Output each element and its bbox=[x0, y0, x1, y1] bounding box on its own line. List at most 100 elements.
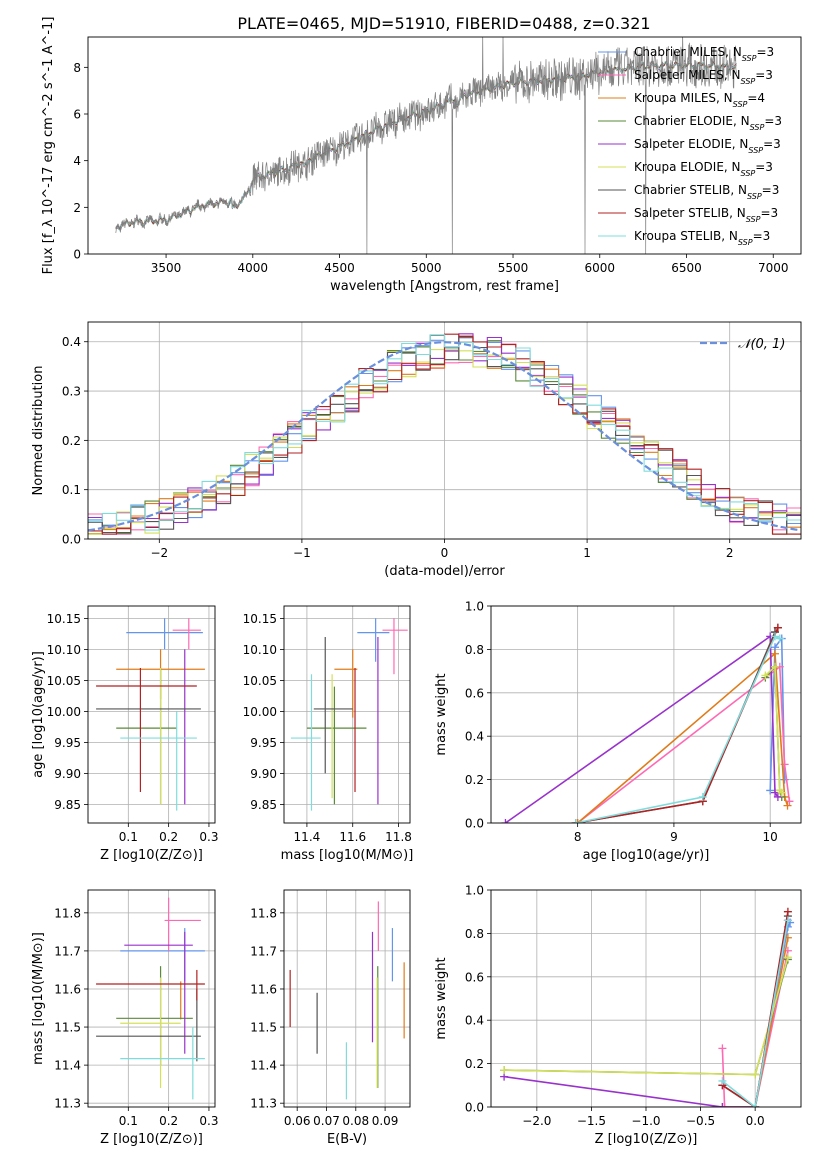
axes-frame: 0.06 0.07 0.08 0.09 11.3 11.4 11.5 11.6 11.7 11.8… bbox=[250, 889, 411, 1147]
x-tick-label: −1.5 bbox=[577, 1114, 606, 1128]
mass-weight-line bbox=[721, 920, 789, 1107]
mass-weight-marker bbox=[783, 907, 792, 916]
y-axis-label: mass weight bbox=[434, 673, 449, 755]
x-axis-label: Z [log10(Z/Z⊙)] bbox=[100, 1132, 203, 1147]
mass-weight-marker bbox=[783, 916, 792, 925]
y-tick-label: 6 bbox=[73, 108, 81, 122]
axes-frame: 8 9 10 0.0 0.2 0.4 0.6 0.8 1.0 age [log10(age/yr)… bbox=[434, 600, 802, 863]
x-tick-label: 0.2 bbox=[159, 830, 178, 844]
mass-weight-line bbox=[577, 652, 789, 823]
legend-label: Salpeter MILES, NSSP=3 bbox=[634, 68, 773, 86]
y-tick-label: 10.15 bbox=[243, 612, 277, 626]
x-tick-label: 7000 bbox=[758, 261, 789, 275]
y-tick-label: 0.2 bbox=[465, 773, 484, 787]
axes-border bbox=[283, 889, 411, 1108]
y-tick-label: 10.00 bbox=[243, 705, 277, 719]
axes-border bbox=[87, 605, 216, 824]
y-tick-label: 10.00 bbox=[47, 705, 81, 719]
legend-label: Salpeter ELODIE, NSSP=3 bbox=[634, 137, 781, 155]
y-tick-label: 0.2 bbox=[465, 1057, 484, 1071]
mass-weight-line bbox=[721, 911, 789, 1107]
y-tick-label: 0.2 bbox=[62, 434, 81, 448]
x-tick-label: 6500 bbox=[671, 261, 702, 275]
panel-age_vs_mass: 11.4 11.6 11.8 9.85 9.90 9.95 10.00 10.05 10.10 1… bbox=[243, 605, 414, 863]
mass-weight-marker bbox=[718, 1044, 727, 1053]
x-tick-label: 8 bbox=[574, 830, 582, 844]
y-tick-label: 10.10 bbox=[243, 643, 277, 657]
x-tick-label: −1 bbox=[293, 546, 311, 560]
legend-label: Kroupa ELODIE, NSSP=3 bbox=[634, 160, 773, 178]
x-tick-label: 0.07 bbox=[313, 1114, 340, 1128]
y-tick-label: 1.0 bbox=[465, 884, 484, 898]
x-tick-label: 0.0 bbox=[746, 1114, 765, 1128]
y-tick-label: 11.7 bbox=[54, 944, 81, 958]
x-tick-label: 4500 bbox=[324, 261, 355, 275]
x-tick-label: 11.4 bbox=[294, 830, 321, 844]
y-axis-label: Normed distribution bbox=[31, 366, 46, 496]
mass-weight-line bbox=[575, 631, 776, 823]
mass-weight-marker bbox=[766, 786, 775, 795]
mass-weight-marker bbox=[751, 1103, 760, 1107]
y-axis-label: mass weight bbox=[434, 957, 449, 1039]
y-axis-label: age [log10(age/yr)] bbox=[31, 651, 46, 778]
y-tick-label: 0.4 bbox=[465, 1014, 484, 1028]
axes-frame: 11.4 11.6 11.8 9.85 9.90 9.95 10.00 10.05 10.10 1… bbox=[243, 605, 414, 863]
mass-weight-marker bbox=[573, 819, 582, 823]
mass-weight-marker bbox=[773, 792, 782, 801]
legend-label: Chabrier ELODIE, NSSP=3 bbox=[634, 114, 782, 132]
mass-weight-marker bbox=[771, 788, 780, 797]
y-tick-label: 11.7 bbox=[250, 944, 277, 958]
x-axis-label: Z [log10(Z/Z⊙)] bbox=[100, 848, 203, 863]
mass-weight-marker bbox=[698, 792, 707, 801]
mass-weight-marker bbox=[777, 788, 786, 797]
y-tick-label: 11.8 bbox=[250, 906, 277, 920]
mass-weight-marker bbox=[718, 1076, 727, 1085]
x-tick-label: 0.3 bbox=[199, 830, 218, 844]
y-tick-label: 0.0 bbox=[465, 1101, 484, 1115]
y-tick-label: 11.3 bbox=[54, 1097, 81, 1111]
y-tick-label: 0.1 bbox=[62, 483, 81, 497]
mass-weight-line bbox=[575, 627, 779, 823]
y-tick-label: 0.8 bbox=[465, 927, 484, 941]
mass-weight-marker bbox=[501, 819, 510, 823]
x-tick-label: −2.0 bbox=[522, 1114, 551, 1128]
axes-border bbox=[87, 889, 216, 1108]
x-tick-label: 9 bbox=[670, 830, 678, 844]
x-tick-label: 4000 bbox=[238, 261, 269, 275]
legend-label: Chabrier STELIB, NSSP=3 bbox=[634, 183, 779, 201]
mass-weight-marker bbox=[771, 649, 780, 658]
y-tick-label: 11.5 bbox=[250, 1021, 277, 1035]
x-axis-label: Z [log10(Z/Z⊙)] bbox=[595, 1132, 698, 1147]
normal-curve bbox=[88, 341, 799, 532]
y-axis-label: mass [log10(M/M⊙)] bbox=[31, 932, 46, 1065]
y-tick-label: 4 bbox=[73, 154, 81, 168]
mass-weight-marker bbox=[773, 623, 782, 632]
mass-weight-marker bbox=[783, 953, 792, 962]
x-tick-label: 0.1 bbox=[119, 830, 138, 844]
mass-weight-marker bbox=[771, 662, 780, 671]
x-tick-label: −1.0 bbox=[631, 1114, 660, 1128]
y-tick-label: 0.6 bbox=[465, 970, 484, 984]
plot-area bbox=[501, 623, 794, 823]
x-axis-label: mass [log10(M/M⊙)] bbox=[281, 848, 414, 863]
axes-frame: 0.1 0.2 0.3 11.3 11.4 11.5 11.6 11.7 11.8 Z [log1… bbox=[31, 889, 218, 1147]
x-tick-label: 0.08 bbox=[342, 1114, 369, 1128]
axes-frame: −2 −1 0 1 2 0.0 0.1 0.2 0.3 0.4 (data-model)/error… bbox=[31, 321, 802, 579]
x-tick-label: 5000 bbox=[411, 261, 442, 275]
x-tick-label: 5500 bbox=[498, 261, 529, 275]
plot-area bbox=[500, 907, 795, 1107]
x-tick-label: 2 bbox=[726, 546, 734, 560]
mass-weight-marker bbox=[571, 819, 580, 823]
histogram-step-line bbox=[88, 333, 801, 535]
axes-border bbox=[87, 36, 802, 255]
x-tick-label: 3500 bbox=[151, 261, 182, 275]
y-tick-label: 9.95 bbox=[250, 736, 277, 750]
y-tick-label: 10.15 bbox=[47, 612, 81, 626]
x-axis-label: E(B-V) bbox=[327, 1132, 367, 1147]
x-tick-label: −0.5 bbox=[686, 1114, 715, 1128]
mass-weight-line bbox=[575, 635, 781, 823]
y-tick-label: 10.05 bbox=[243, 674, 277, 688]
y-tick-label: 9.90 bbox=[250, 767, 277, 781]
y-tick-label: 1.0 bbox=[465, 600, 484, 614]
